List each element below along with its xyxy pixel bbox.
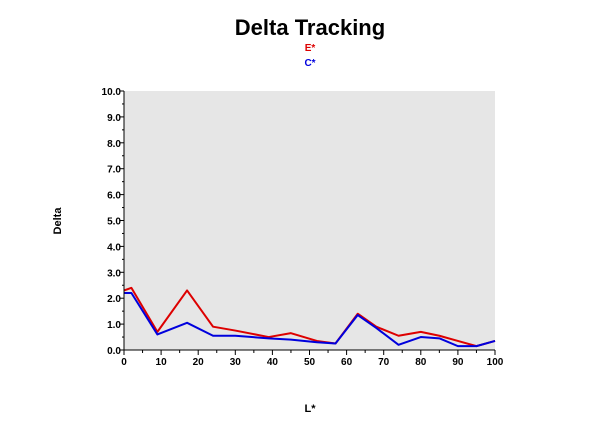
x-tick-label: 20 [193, 357, 205, 368]
y-tick-label: 3.0 [107, 268, 121, 279]
x-tick-label: 50 [304, 357, 316, 368]
y-tick-label: 10.0 [102, 87, 122, 98]
y-tick-label: 0.0 [107, 346, 121, 357]
y-axis-ticks: 0.0 1.0 2.0 3.0 4.0 5.0 6.0 7.0 8.0 9.0 10.0 [102, 87, 124, 357]
y-tick-label: 8.0 [107, 139, 121, 150]
y-tick-label: 2.0 [107, 294, 121, 305]
legend-entry-e: E* [305, 43, 316, 54]
x-tick-label: 10 [156, 357, 168, 368]
y-tick-label: 7.0 [107, 165, 121, 176]
x-tick-label: 60 [341, 357, 353, 368]
y-tick-label: 4.0 [107, 242, 121, 253]
y-tick-label: 5.0 [107, 217, 121, 228]
chart-title: Delta Tracking [235, 15, 385, 40]
x-tick-label: 100 [487, 357, 504, 368]
y-tick-label: 1.0 [107, 320, 121, 331]
x-tick-label: 80 [415, 357, 427, 368]
series-line-c [124, 292, 496, 348]
x-axis-title: L* [305, 403, 317, 415]
plot-area [124, 91, 495, 350]
x-axis-ticks: 0 10 20 30 40 50 60 70 80 90 100 [121, 350, 504, 368]
x-tick-label: 30 [230, 357, 242, 368]
x-tick-label: 70 [378, 357, 390, 368]
y-axis-title: Delta [52, 207, 64, 235]
x-tick-label: 0 [121, 357, 127, 368]
y-tick-label: 9.0 [107, 113, 121, 124]
y-tick-label: 6.0 [107, 191, 121, 202]
x-tick-label: 90 [452, 357, 464, 368]
legend-entry-c: C* [304, 58, 315, 69]
x-tick-label: 40 [267, 357, 279, 368]
series-lines [123, 286, 496, 348]
